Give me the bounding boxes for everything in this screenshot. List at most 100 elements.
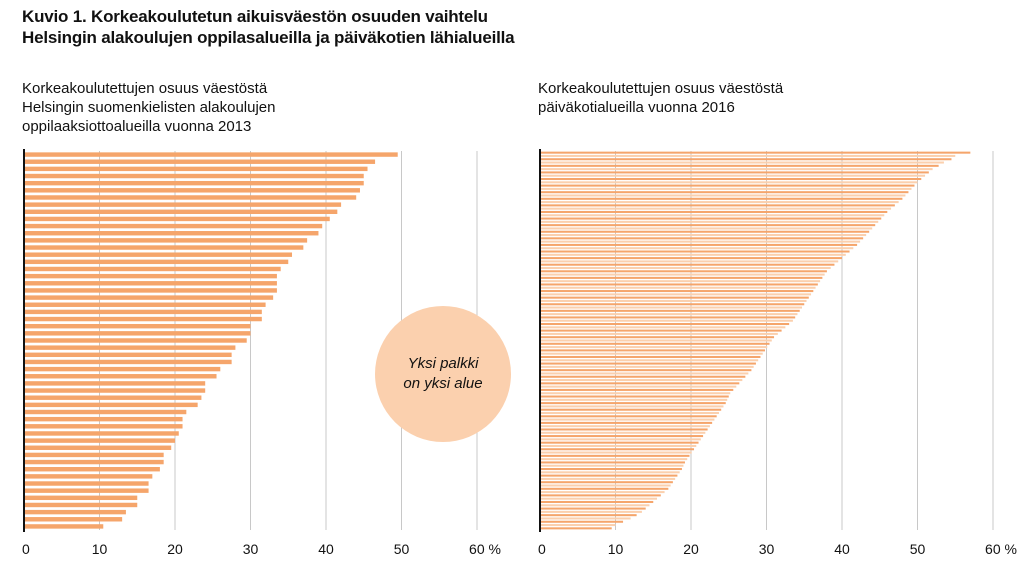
right-bar-46	[540, 303, 805, 306]
right-bar-35	[540, 266, 831, 270]
right-bar-97	[540, 471, 680, 474]
right-bar-68	[540, 375, 746, 378]
right-bar-66	[540, 369, 752, 372]
right-bar-31	[540, 253, 846, 256]
right-bar-94	[540, 461, 685, 464]
left-bar-45	[24, 474, 153, 479]
left-bar-3	[24, 173, 364, 179]
right-bar-21	[540, 220, 879, 223]
left-bar-0	[24, 152, 398, 157]
left-bar-22	[24, 309, 262, 315]
left-bar-37	[24, 416, 183, 422]
right-bar-82	[540, 421, 713, 424]
right-bar-88	[540, 441, 699, 444]
right-bar-45	[540, 299, 807, 302]
right-bar-58	[540, 342, 770, 345]
left-bar-49	[24, 502, 138, 508]
left-bar-41	[24, 445, 172, 450]
right-bar-14	[540, 197, 903, 200]
left-bar-39	[24, 431, 179, 436]
right-bar-8	[540, 177, 922, 181]
right-bar-19	[540, 214, 885, 217]
right-bar-27	[540, 240, 861, 243]
right-bar-112	[540, 520, 624, 523]
left-tick-label-2: 20	[167, 541, 183, 557]
left-bar-27	[24, 345, 236, 350]
right-bar-89	[540, 444, 697, 447]
right-bar-16	[540, 204, 895, 207]
left-bar-4	[24, 180, 364, 186]
left-bar-30	[24, 366, 221, 372]
right-bar-15	[540, 201, 899, 204]
right-bar-4	[540, 164, 939, 167]
right-bar-56	[540, 336, 775, 339]
left-bar-1	[24, 159, 376, 164]
right-bar-48	[540, 309, 800, 312]
right-bar-72	[540, 388, 734, 391]
right-bar-98	[540, 474, 678, 477]
right-bar-10	[540, 184, 915, 187]
right-bar-90	[540, 448, 695, 451]
right-bar-51	[540, 319, 793, 322]
right-bar-71	[540, 385, 737, 388]
right-bar-110	[540, 514, 637, 517]
right-bar-109	[540, 510, 642, 513]
right-chart-subtitle: Korkeakoulutettujen osuus väestöstä päiv…	[538, 79, 783, 117]
right-bar-23	[540, 227, 873, 230]
right-bar-95	[540, 464, 684, 467]
left-subtitle-line-1: Korkeakoulutettujen osuus väestöstä	[22, 80, 268, 97]
right-bar-22	[540, 224, 876, 227]
right-bar-101	[540, 484, 671, 487]
right-bar-99	[540, 477, 676, 480]
right-bar-63	[540, 359, 759, 362]
right-bar-100	[540, 481, 673, 484]
right-bar-106	[540, 500, 654, 504]
right-bar-73	[540, 392, 731, 395]
left-bar-2	[24, 166, 368, 172]
left-bar-35	[24, 402, 198, 408]
left-bar-32	[24, 381, 206, 386]
left-bar-24	[24, 323, 251, 329]
left-bar-28	[24, 352, 232, 358]
right-bar-47	[540, 306, 802, 309]
left-bar-6	[24, 195, 357, 200]
right-bar-105	[540, 497, 658, 500]
left-chart-subtitle: Korkeakoulutettujen osuus väestöstä Hels…	[22, 79, 275, 136]
left-bar-33	[24, 388, 206, 393]
left-bar-11	[24, 231, 319, 236]
right-bar-20	[540, 217, 882, 220]
right-bar-70	[540, 382, 740, 385]
left-bar-40	[24, 438, 175, 443]
right-bar-111	[540, 517, 631, 520]
right-bar-39	[540, 280, 821, 283]
right-bar-80	[540, 415, 717, 418]
right-bar-57	[540, 339, 772, 342]
left-bar-7	[24, 202, 342, 207]
right-bar-2	[540, 158, 952, 161]
right-bar-24	[540, 230, 870, 233]
right-bar-32	[540, 257, 842, 260]
right-bar-3	[540, 161, 944, 164]
right-bar-40	[540, 283, 818, 286]
right-bar-103	[540, 491, 665, 494]
right-bar-69	[540, 379, 743, 382]
left-bar-42	[24, 452, 164, 458]
right-bar-76	[540, 402, 726, 405]
right-bar-25	[540, 234, 867, 237]
right-bar-75	[540, 398, 728, 401]
right-bar-74	[540, 395, 729, 398]
right-bar-44	[540, 296, 809, 299]
right-bar-7	[540, 174, 926, 177]
left-bar-36	[24, 409, 187, 415]
left-bar-52	[24, 524, 104, 529]
right-tick-label-3: 30	[759, 541, 775, 557]
right-bar-26	[540, 237, 864, 240]
left-bar-17	[24, 273, 277, 279]
right-bar-59	[540, 346, 768, 349]
right-bar-36	[540, 270, 827, 273]
left-bar-31	[24, 374, 217, 379]
right-bar-50	[540, 316, 796, 319]
left-bar-10	[24, 223, 323, 229]
left-bar-51	[24, 517, 123, 522]
left-bar-5	[24, 188, 360, 193]
